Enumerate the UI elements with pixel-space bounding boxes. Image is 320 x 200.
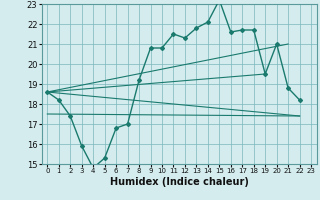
- X-axis label: Humidex (Indice chaleur): Humidex (Indice chaleur): [110, 177, 249, 187]
